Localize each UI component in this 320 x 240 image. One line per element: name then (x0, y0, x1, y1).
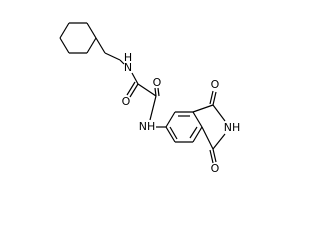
atom-label: H (124, 51, 132, 64)
bonds (59, 22, 226, 164)
atom-label: O (122, 95, 131, 108)
atom-label: NH (224, 121, 241, 134)
atom-label: O (211, 78, 220, 91)
atom-label: N (124, 61, 132, 74)
atom-labels: H N O O NH NH O O (122, 51, 241, 175)
atom-label: O (211, 162, 220, 175)
atom-label: O (153, 76, 162, 89)
molecule-diagram: H N O O NH NH O O (59, 22, 241, 175)
atom-label: NH (139, 120, 156, 133)
